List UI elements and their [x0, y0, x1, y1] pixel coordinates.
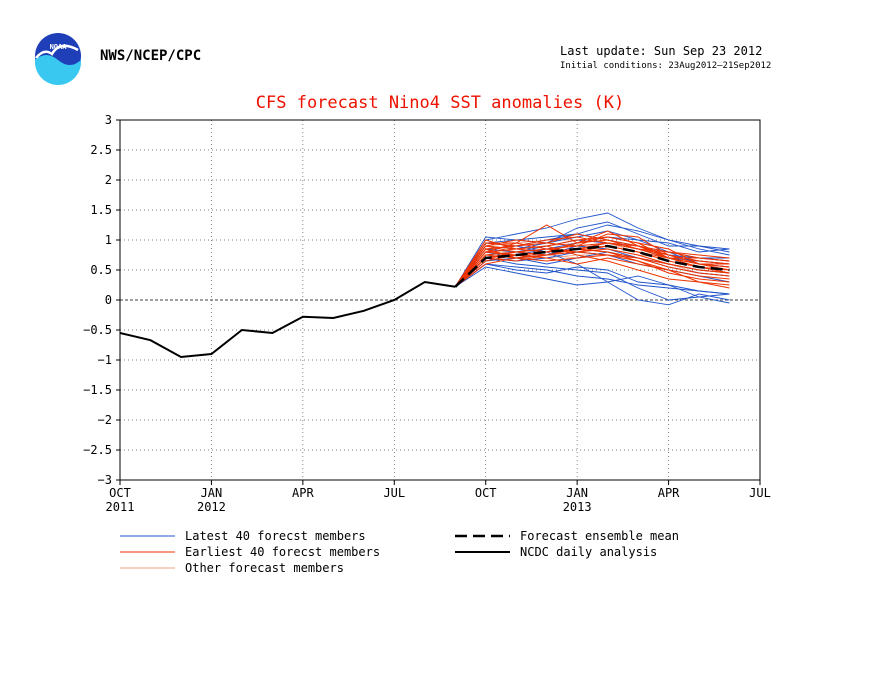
x-tick-label: OCT [475, 486, 497, 500]
x-tick-label: JAN [201, 486, 223, 500]
earliest-member-line [454, 248, 730, 288]
x-tick-label: OCT [109, 486, 131, 500]
latest-member-line [454, 212, 730, 288]
legend-label-earliest: Earliest 40 forecst members [185, 545, 380, 559]
y-tick-label: −0.5 [83, 323, 112, 337]
y-axis: 3 2.5 2 1.5 1 0.5 0 −0.5 −1 −1.5 −2 −2.5 −3 [83, 113, 120, 487]
legend-label-other: Other forecast members [185, 561, 344, 575]
latest-member-line [454, 263, 730, 295]
x-tick-year: 2013 [563, 500, 592, 514]
noaa-logo-text: NOAA [50, 43, 68, 51]
earliest-member-line [454, 245, 730, 289]
org-label: NWS/NCEP/CPC [100, 48, 201, 64]
legend-label-latest: Latest 40 forecst members [185, 529, 366, 543]
noaa-logo-wave [35, 55, 81, 85]
earliest-member-line [454, 239, 730, 288]
earliest-member-line [454, 248, 730, 288]
y-tick-label: 3 [105, 113, 112, 127]
x-tick-label: APR [658, 486, 680, 500]
noaa-logo-bird [35, 44, 79, 59]
x-tick-label: JUL [383, 486, 405, 500]
x-tick-label: JAN [566, 486, 588, 500]
y-tick-label: −2.5 [83, 443, 112, 457]
grid [120, 120, 760, 480]
y-tick-label: 0 [105, 293, 112, 307]
y-tick-label: 1.5 [90, 203, 112, 217]
y-tick-label: −2 [98, 413, 112, 427]
x-tick-label: JUL [749, 486, 771, 500]
y-tick-label: −1.5 [83, 383, 112, 397]
ensemble-mean-line [454, 244, 730, 288]
last-update: Last update: Sun Sep 23 2012 [560, 44, 762, 58]
latest-member-line [454, 224, 730, 288]
latest-member-line [454, 263, 730, 295]
earliest-member-line [454, 242, 730, 288]
initial-conditions: Initial conditions: 23Aug2012–21Sep2012 [560, 61, 771, 71]
y-tick-label: 2.5 [90, 143, 112, 157]
legend: Latest 40 forecst members Earliest 40 for… [120, 529, 679, 575]
x-tick-label: APR [292, 486, 314, 500]
latest-member-line [454, 221, 730, 288]
analysis-line [119, 280, 456, 359]
y-tick-label: 0.5 [90, 263, 112, 277]
earliest-member-line [454, 242, 730, 288]
x-tick-year: 2011 [106, 500, 135, 514]
y-tick-label: 1 [105, 233, 112, 247]
latest-member-line [454, 266, 730, 304]
legend-label-analysis: NCDC daily analysis [520, 545, 657, 559]
main-lines [119, 244, 730, 359]
x-tick-year: 2012 [197, 500, 226, 514]
y-tick-label: −3 [98, 473, 112, 487]
chart-title: CFS forecast Nino4 SST anomalies (K) [256, 93, 624, 113]
forecast-members [454, 212, 730, 306]
y-tick-label: −1 [98, 353, 112, 367]
legend-label-mean: Forecast ensemble mean [520, 529, 679, 543]
noaa-logo: NOAA [35, 33, 81, 85]
y-tick-label: 2 [105, 173, 112, 187]
